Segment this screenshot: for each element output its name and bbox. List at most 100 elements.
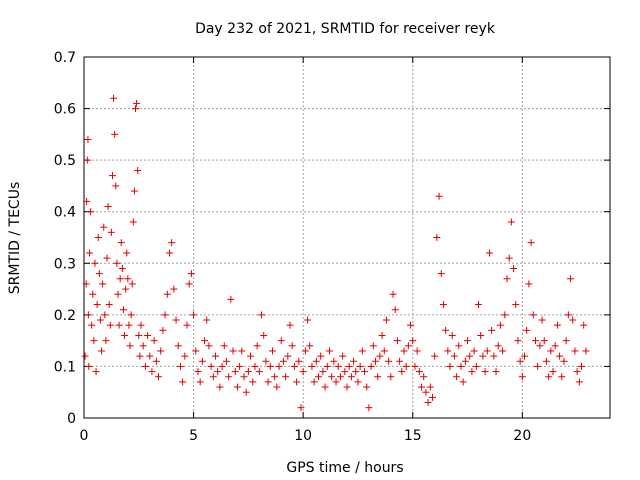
data-point — [387, 373, 395, 381]
data-point — [564, 311, 572, 319]
data-point — [271, 373, 279, 381]
data-point — [312, 357, 320, 365]
data-point — [330, 357, 338, 365]
data-point — [135, 331, 143, 339]
data-point — [439, 301, 447, 309]
data-point — [345, 362, 353, 370]
data-point — [297, 404, 305, 412]
data-point — [118, 264, 126, 272]
data-point — [580, 321, 588, 329]
data-point — [336, 373, 344, 381]
data-point — [187, 270, 195, 278]
data-point — [83, 197, 91, 205]
data-point — [468, 368, 476, 376]
data-point — [137, 321, 145, 329]
data-point — [84, 311, 92, 319]
data-point — [231, 368, 239, 376]
data-point — [354, 378, 362, 386]
data-point — [82, 280, 90, 288]
data-point — [159, 326, 167, 334]
data-point — [424, 399, 432, 407]
data-point — [88, 321, 96, 329]
data-point — [485, 249, 493, 257]
data-point — [106, 321, 114, 329]
data-point — [510, 264, 518, 272]
data-point — [121, 331, 129, 339]
data-point — [218, 362, 226, 370]
data-point — [133, 99, 141, 107]
data-point — [479, 352, 487, 360]
data-point — [290, 362, 298, 370]
data-point — [378, 331, 386, 339]
data-point — [512, 301, 520, 309]
data-point — [295, 357, 303, 365]
data-point — [553, 321, 561, 329]
data-point — [110, 94, 118, 102]
data-point — [244, 368, 252, 376]
data-point — [134, 166, 142, 174]
data-point — [144, 331, 152, 339]
data-point — [545, 373, 553, 381]
data-point — [236, 362, 244, 370]
data-point — [113, 259, 121, 267]
data-point — [525, 280, 533, 288]
data-point — [139, 342, 147, 350]
data-point — [352, 368, 360, 376]
data-point — [341, 368, 349, 376]
data-point — [521, 352, 529, 360]
data-point — [328, 373, 336, 381]
data-point — [129, 218, 137, 226]
data-point — [161, 311, 169, 319]
data-point — [571, 347, 579, 355]
data-point — [225, 373, 233, 381]
data-point — [575, 378, 583, 386]
data-point — [391, 306, 399, 314]
data-point — [93, 301, 101, 309]
data-point — [494, 342, 502, 350]
data-point — [179, 378, 187, 386]
data-point — [308, 362, 316, 370]
y-tick-label: 0.3 — [54, 256, 76, 272]
data-point — [323, 362, 331, 370]
data-point — [181, 352, 189, 360]
data-point — [339, 352, 347, 360]
data-point — [518, 373, 526, 381]
y-tick-labels: 0 0.1 0.2 0.3 0.4 0.5 0.6 0.7 — [54, 50, 76, 427]
data-point — [286, 321, 294, 329]
data-point — [516, 357, 524, 365]
y-tick-label: 0.5 — [54, 153, 76, 169]
data-point — [83, 156, 91, 164]
data-point — [216, 383, 224, 391]
data-point — [488, 326, 496, 334]
data-point — [503, 275, 511, 283]
data-point — [325, 347, 333, 355]
data-point — [551, 342, 559, 350]
data-point — [115, 321, 123, 329]
data-point — [205, 342, 213, 350]
data-point — [212, 352, 219, 360]
data-point — [464, 337, 472, 345]
data-point — [288, 342, 296, 350]
data-point — [411, 362, 419, 370]
data-point — [84, 136, 92, 144]
data-point — [100, 223, 108, 231]
data-point — [437, 270, 445, 278]
grid-layer — [84, 57, 610, 418]
data-point — [260, 331, 268, 339]
data-point — [317, 352, 325, 360]
data-point — [136, 352, 144, 360]
data-point — [284, 352, 292, 360]
data-point — [103, 254, 111, 262]
data-point — [117, 239, 125, 247]
data-point — [130, 187, 138, 195]
data-point — [98, 347, 106, 355]
data-point — [95, 270, 103, 278]
data-point — [310, 378, 318, 386]
data-point — [249, 378, 257, 386]
data-point — [496, 321, 504, 329]
data-point — [279, 357, 287, 365]
data-point — [492, 368, 500, 376]
x-tick-label: 15 — [404, 428, 422, 444]
data-point — [529, 311, 537, 319]
